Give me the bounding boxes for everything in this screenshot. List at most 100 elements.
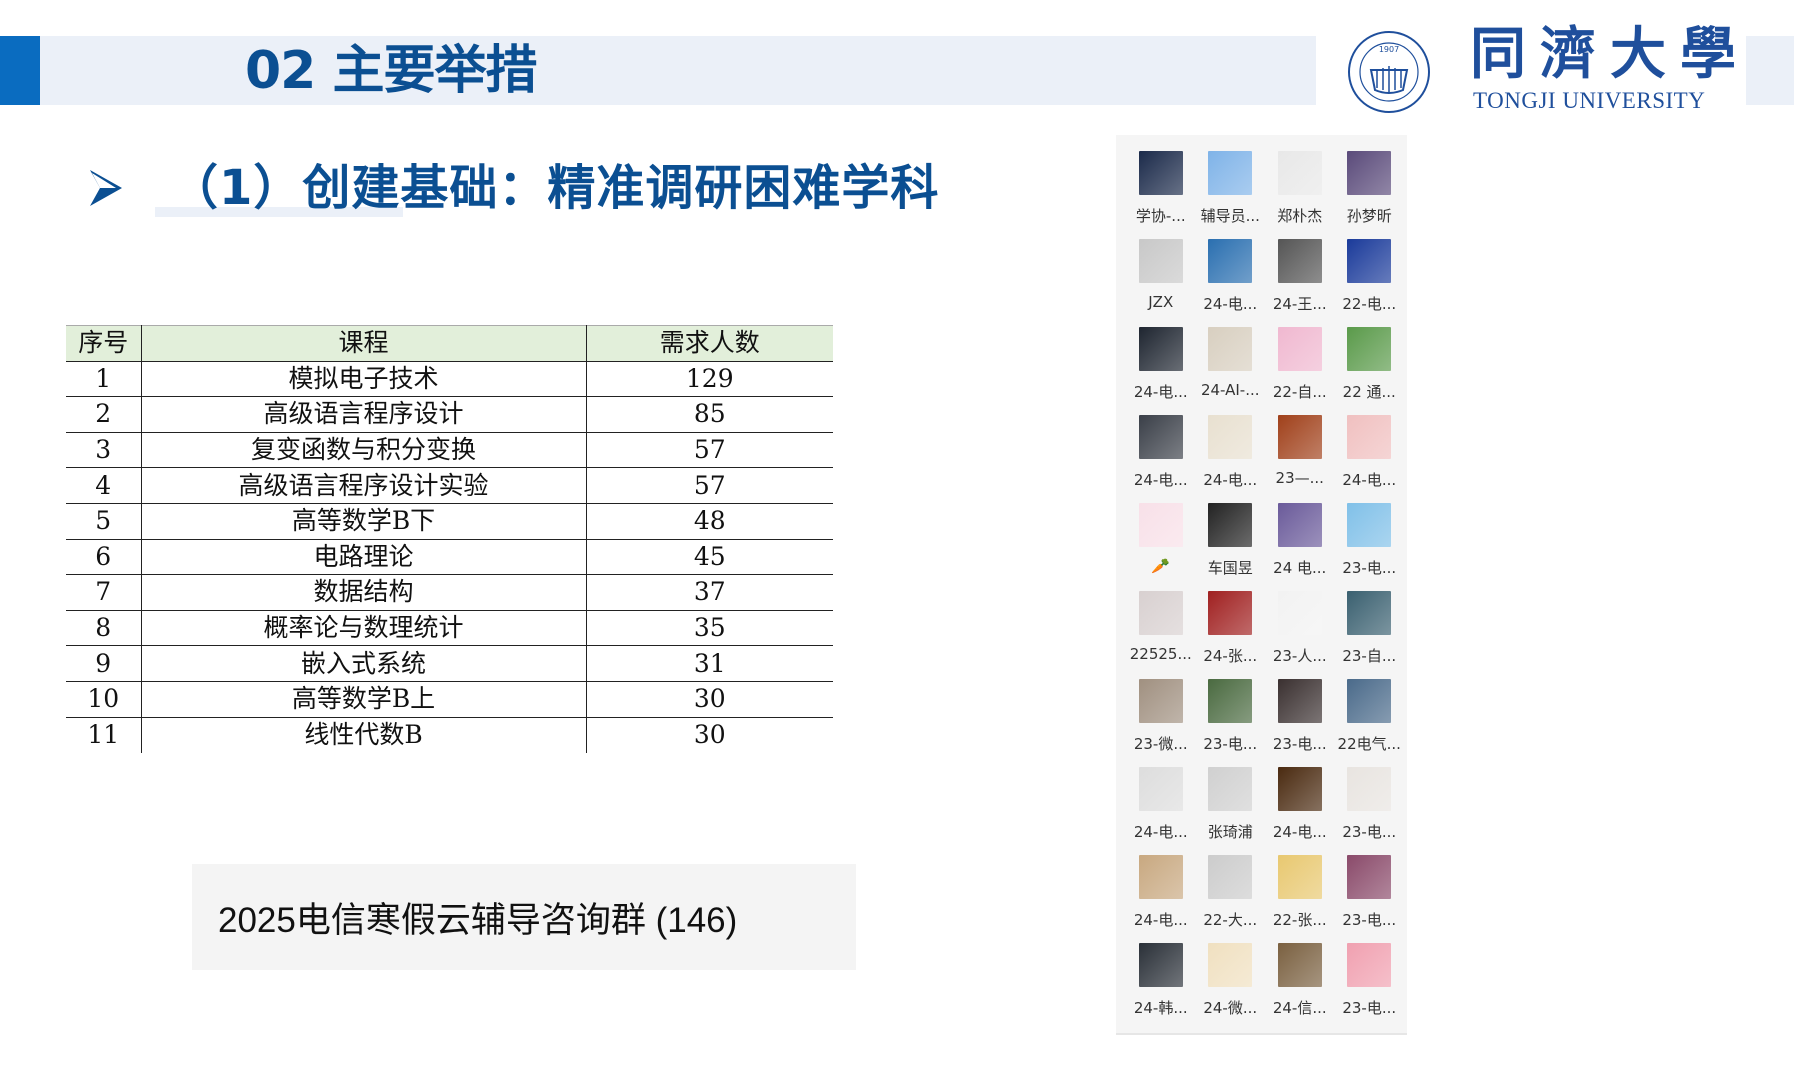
cell-course: 概率论与数理统计 [141,610,587,647]
member-name: 22-电... [1342,295,1397,313]
avatar[interactable] [1138,327,1183,371]
member-name: 24-信... [1272,999,1327,1017]
header-course: 课程 [141,325,587,362]
member-item[interactable]: 车国昱 [1196,503,1266,591]
member-name: 24-电... [1203,471,1258,489]
member-item[interactable]: 23-电... [1335,767,1405,855]
cell-demand: 48 [586,503,833,540]
member-item[interactable]: JZX [1126,239,1196,327]
member-item[interactable]: 23-人... [1265,591,1335,679]
avatar[interactable] [1277,767,1322,811]
avatar[interactable] [1138,943,1183,987]
table-row: 1 模拟电子技术 129 [66,361,833,398]
avatar[interactable] [1208,943,1253,987]
avatar[interactable] [1277,151,1322,195]
member-item[interactable]: 24-电... [1126,767,1196,855]
cell-demand: 57 [586,467,833,504]
member-item[interactable]: 24-电... [1126,415,1196,503]
avatar[interactable] [1208,591,1253,635]
member-name: 24-电... [1342,471,1397,489]
avatar[interactable] [1347,151,1392,195]
member-item[interactable]: 22525... [1126,591,1196,679]
member-item[interactable]: 孙梦昕 [1335,151,1405,239]
group-member-list[interactable]: 学协-... 辅导员... 郑朴杰 孙梦昕 JZX 24-电... 24-王... 22-电.… [1116,135,1407,1035]
member-item[interactable]: 24 电... [1265,503,1335,591]
member-item[interactable]: 辅导员... [1196,151,1266,239]
member-name: 郑朴杰 [1277,207,1323,225]
member-item[interactable]: 24-信... [1265,943,1335,1031]
avatar[interactable] [1138,503,1183,547]
member-item[interactable]: 24-张... [1196,591,1266,679]
member-item[interactable]: 🥕 [1126,503,1196,591]
member-item[interactable]: 24-电... [1335,415,1405,503]
member-item[interactable]: 24-微... [1196,943,1266,1031]
avatar[interactable] [1208,327,1253,371]
member-item[interactable]: 23—... [1265,415,1335,503]
cell-index: 9 [66,645,142,682]
avatar[interactable] [1347,943,1392,987]
avatar[interactable] [1138,151,1183,195]
member-item[interactable]: 24-AI-... [1196,327,1266,415]
avatar[interactable] [1277,855,1322,899]
table-row: 5 高等数学B下 48 [66,503,833,540]
avatar[interactable] [1277,591,1322,635]
avatar[interactable] [1138,679,1183,723]
avatar[interactable] [1347,679,1392,723]
member-item[interactable]: 24-电... [1126,327,1196,415]
avatar[interactable] [1277,503,1322,547]
avatar[interactable] [1347,327,1392,371]
member-name: 23-自... [1342,647,1397,665]
avatar[interactable] [1138,239,1183,283]
member-item[interactable]: 24-电... [1196,239,1266,327]
avatar[interactable] [1208,239,1253,283]
header-accent-bar [0,36,40,105]
avatar[interactable] [1277,415,1322,459]
avatar[interactable] [1347,855,1392,899]
member-item[interactable]: 23-电... [1196,679,1266,767]
avatar[interactable] [1277,239,1322,283]
avatar[interactable] [1277,327,1322,371]
avatar[interactable] [1347,239,1392,283]
member-item[interactable]: 22-电... [1335,239,1405,327]
member-item[interactable]: 23-电... [1265,679,1335,767]
cell-demand: 45 [586,539,833,576]
member-item[interactable]: 24-韩... [1126,943,1196,1031]
member-item[interactable]: 23-电... [1335,943,1405,1031]
member-item[interactable]: 学协-... [1126,151,1196,239]
member-item[interactable]: 23-微... [1126,679,1196,767]
member-item[interactable]: 24-电... [1196,415,1266,503]
member-item[interactable]: 22-张... [1265,855,1335,943]
avatar[interactable] [1138,591,1183,635]
avatar[interactable] [1347,591,1392,635]
member-item[interactable]: 24-电... [1126,855,1196,943]
avatar[interactable] [1138,855,1183,899]
avatar[interactable] [1208,855,1253,899]
member-item[interactable]: 24-王... [1265,239,1335,327]
avatar[interactable] [1347,767,1392,811]
avatar[interactable] [1347,415,1392,459]
avatar[interactable] [1208,415,1253,459]
table-row: 10 高等数学B上 30 [66,681,833,718]
cell-course: 高等数学B上 [141,681,587,718]
avatar[interactable] [1138,767,1183,811]
avatar[interactable] [1208,679,1253,723]
member-item[interactable]: 22电气... [1335,679,1405,767]
avatar[interactable] [1138,415,1183,459]
member-item[interactable]: 张琦浦 [1196,767,1266,855]
member-item[interactable]: 22-自... [1265,327,1335,415]
avatar[interactable] [1208,151,1253,195]
avatar[interactable] [1208,503,1253,547]
avatar[interactable] [1208,767,1253,811]
member-item[interactable]: 23-电... [1335,503,1405,591]
member-item[interactable]: 24-电... [1265,767,1335,855]
member-item[interactable]: 23-自... [1335,591,1405,679]
member-item[interactable]: 郑朴杰 [1265,151,1335,239]
member-item[interactable]: 23-电... [1335,855,1405,943]
member-item[interactable]: 22-大... [1196,855,1266,943]
course-demand-table: 序号 课程 需求人数 1 模拟电子技术 129 2 高级语言程序设计 85 3 复变函数与积分… [66,325,833,753]
cell-demand: 129 [586,361,833,398]
avatar[interactable] [1277,679,1322,723]
avatar[interactable] [1347,503,1392,547]
avatar[interactable] [1277,943,1322,987]
member-item[interactable]: 22 通... [1335,327,1405,415]
